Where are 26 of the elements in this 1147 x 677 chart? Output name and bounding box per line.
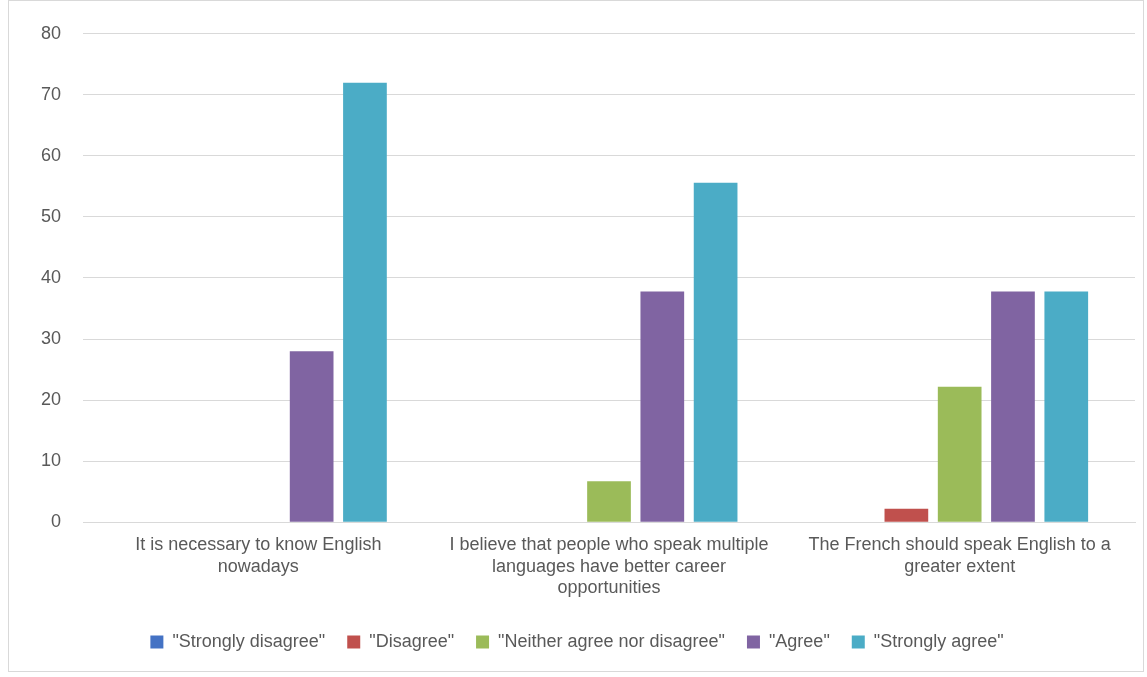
bar bbox=[884, 508, 929, 522]
x-tick-label: The French should speak English to a greater extent bbox=[808, 533, 1112, 576]
x-tick-label: I believe that people who speak multiple languages have better career opportunities bbox=[449, 533, 769, 598]
y-tick-label: 80 bbox=[40, 22, 62, 43]
bar bbox=[937, 386, 982, 522]
legend-label: "Strongly agree" bbox=[873, 630, 1004, 651]
y-tick-label: 40 bbox=[40, 266, 62, 287]
bar bbox=[693, 182, 738, 522]
legend-label: "Neither agree nor disagree" bbox=[498, 630, 725, 651]
x-tick-label: It is necessary to know English nowadays bbox=[135, 533, 382, 576]
bar bbox=[640, 291, 685, 522]
y-tick-label: 70 bbox=[40, 83, 62, 104]
bar bbox=[343, 82, 387, 522]
y-tick-label: 10 bbox=[40, 450, 62, 471]
y-tick-label: 30 bbox=[40, 328, 62, 349]
legend-label: "Strongly disagree" bbox=[172, 630, 326, 651]
y-tick-label: 20 bbox=[40, 389, 62, 410]
bar bbox=[991, 291, 1035, 522]
y-tick-label: 60 bbox=[40, 144, 62, 165]
legend-label: "Disagree" bbox=[369, 630, 455, 651]
bar bbox=[289, 351, 334, 522]
y-tick-label: 0 bbox=[51, 511, 62, 532]
bar bbox=[587, 481, 631, 522]
legend-label: "Agree" bbox=[768, 630, 830, 651]
y-tick-label: 50 bbox=[40, 205, 62, 226]
bar bbox=[1044, 291, 1089, 522]
